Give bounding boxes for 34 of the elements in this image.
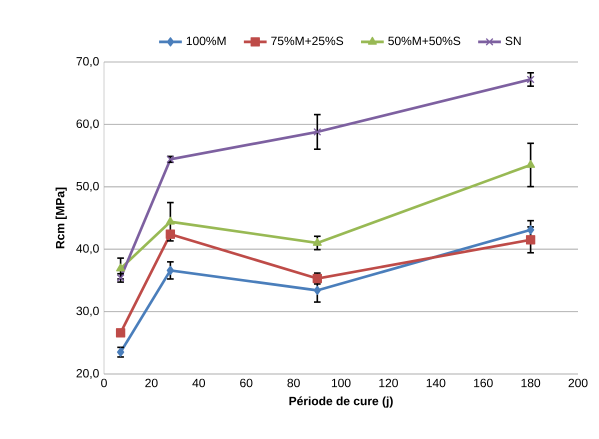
y-tick-label: 50,0 [76, 182, 99, 192]
x-tick-label: 140 [426, 378, 446, 388]
legend-label: SN [505, 36, 521, 46]
point [313, 128, 322, 136]
point [166, 230, 176, 239]
x-tick-label: 40 [192, 378, 206, 388]
y-tick-label: 70,0 [76, 57, 99, 67]
legend-label: 75%M+25%S [271, 36, 344, 46]
y-tick-label: 40,0 [76, 244, 99, 254]
legend-label: 100%M [186, 36, 226, 46]
point [526, 160, 536, 168]
x-tick-label: 60 [240, 378, 252, 388]
point [312, 238, 322, 246]
legend-label: 50%M+50%S [388, 36, 460, 46]
point [314, 286, 321, 296]
x-tick-label: 20 [145, 378, 158, 388]
x-axis-title: Période de cure (j) [289, 396, 393, 408]
point [166, 216, 175, 225]
y-tick-label: 30,0 [76, 306, 99, 317]
x-tick-label: 80 [287, 378, 300, 388]
x-tick-label: 120 [379, 378, 398, 388]
point [526, 76, 535, 84]
point [526, 235, 536, 245]
y-tick-label: 60,0 [76, 119, 99, 130]
point [166, 266, 174, 276]
point [116, 328, 126, 338]
point [116, 263, 126, 272]
x-tick-label: 180 [522, 378, 540, 388]
y-axis-title: Rcm [MPa] [56, 188, 67, 248]
y-tick-label: 20,0 [76, 369, 99, 379]
x-tick-label: 160 [474, 378, 493, 388]
x-tick-label: 200 [568, 378, 588, 388]
x-tick-label: 100 [332, 378, 351, 388]
x-tick-label: 0 [101, 378, 107, 388]
